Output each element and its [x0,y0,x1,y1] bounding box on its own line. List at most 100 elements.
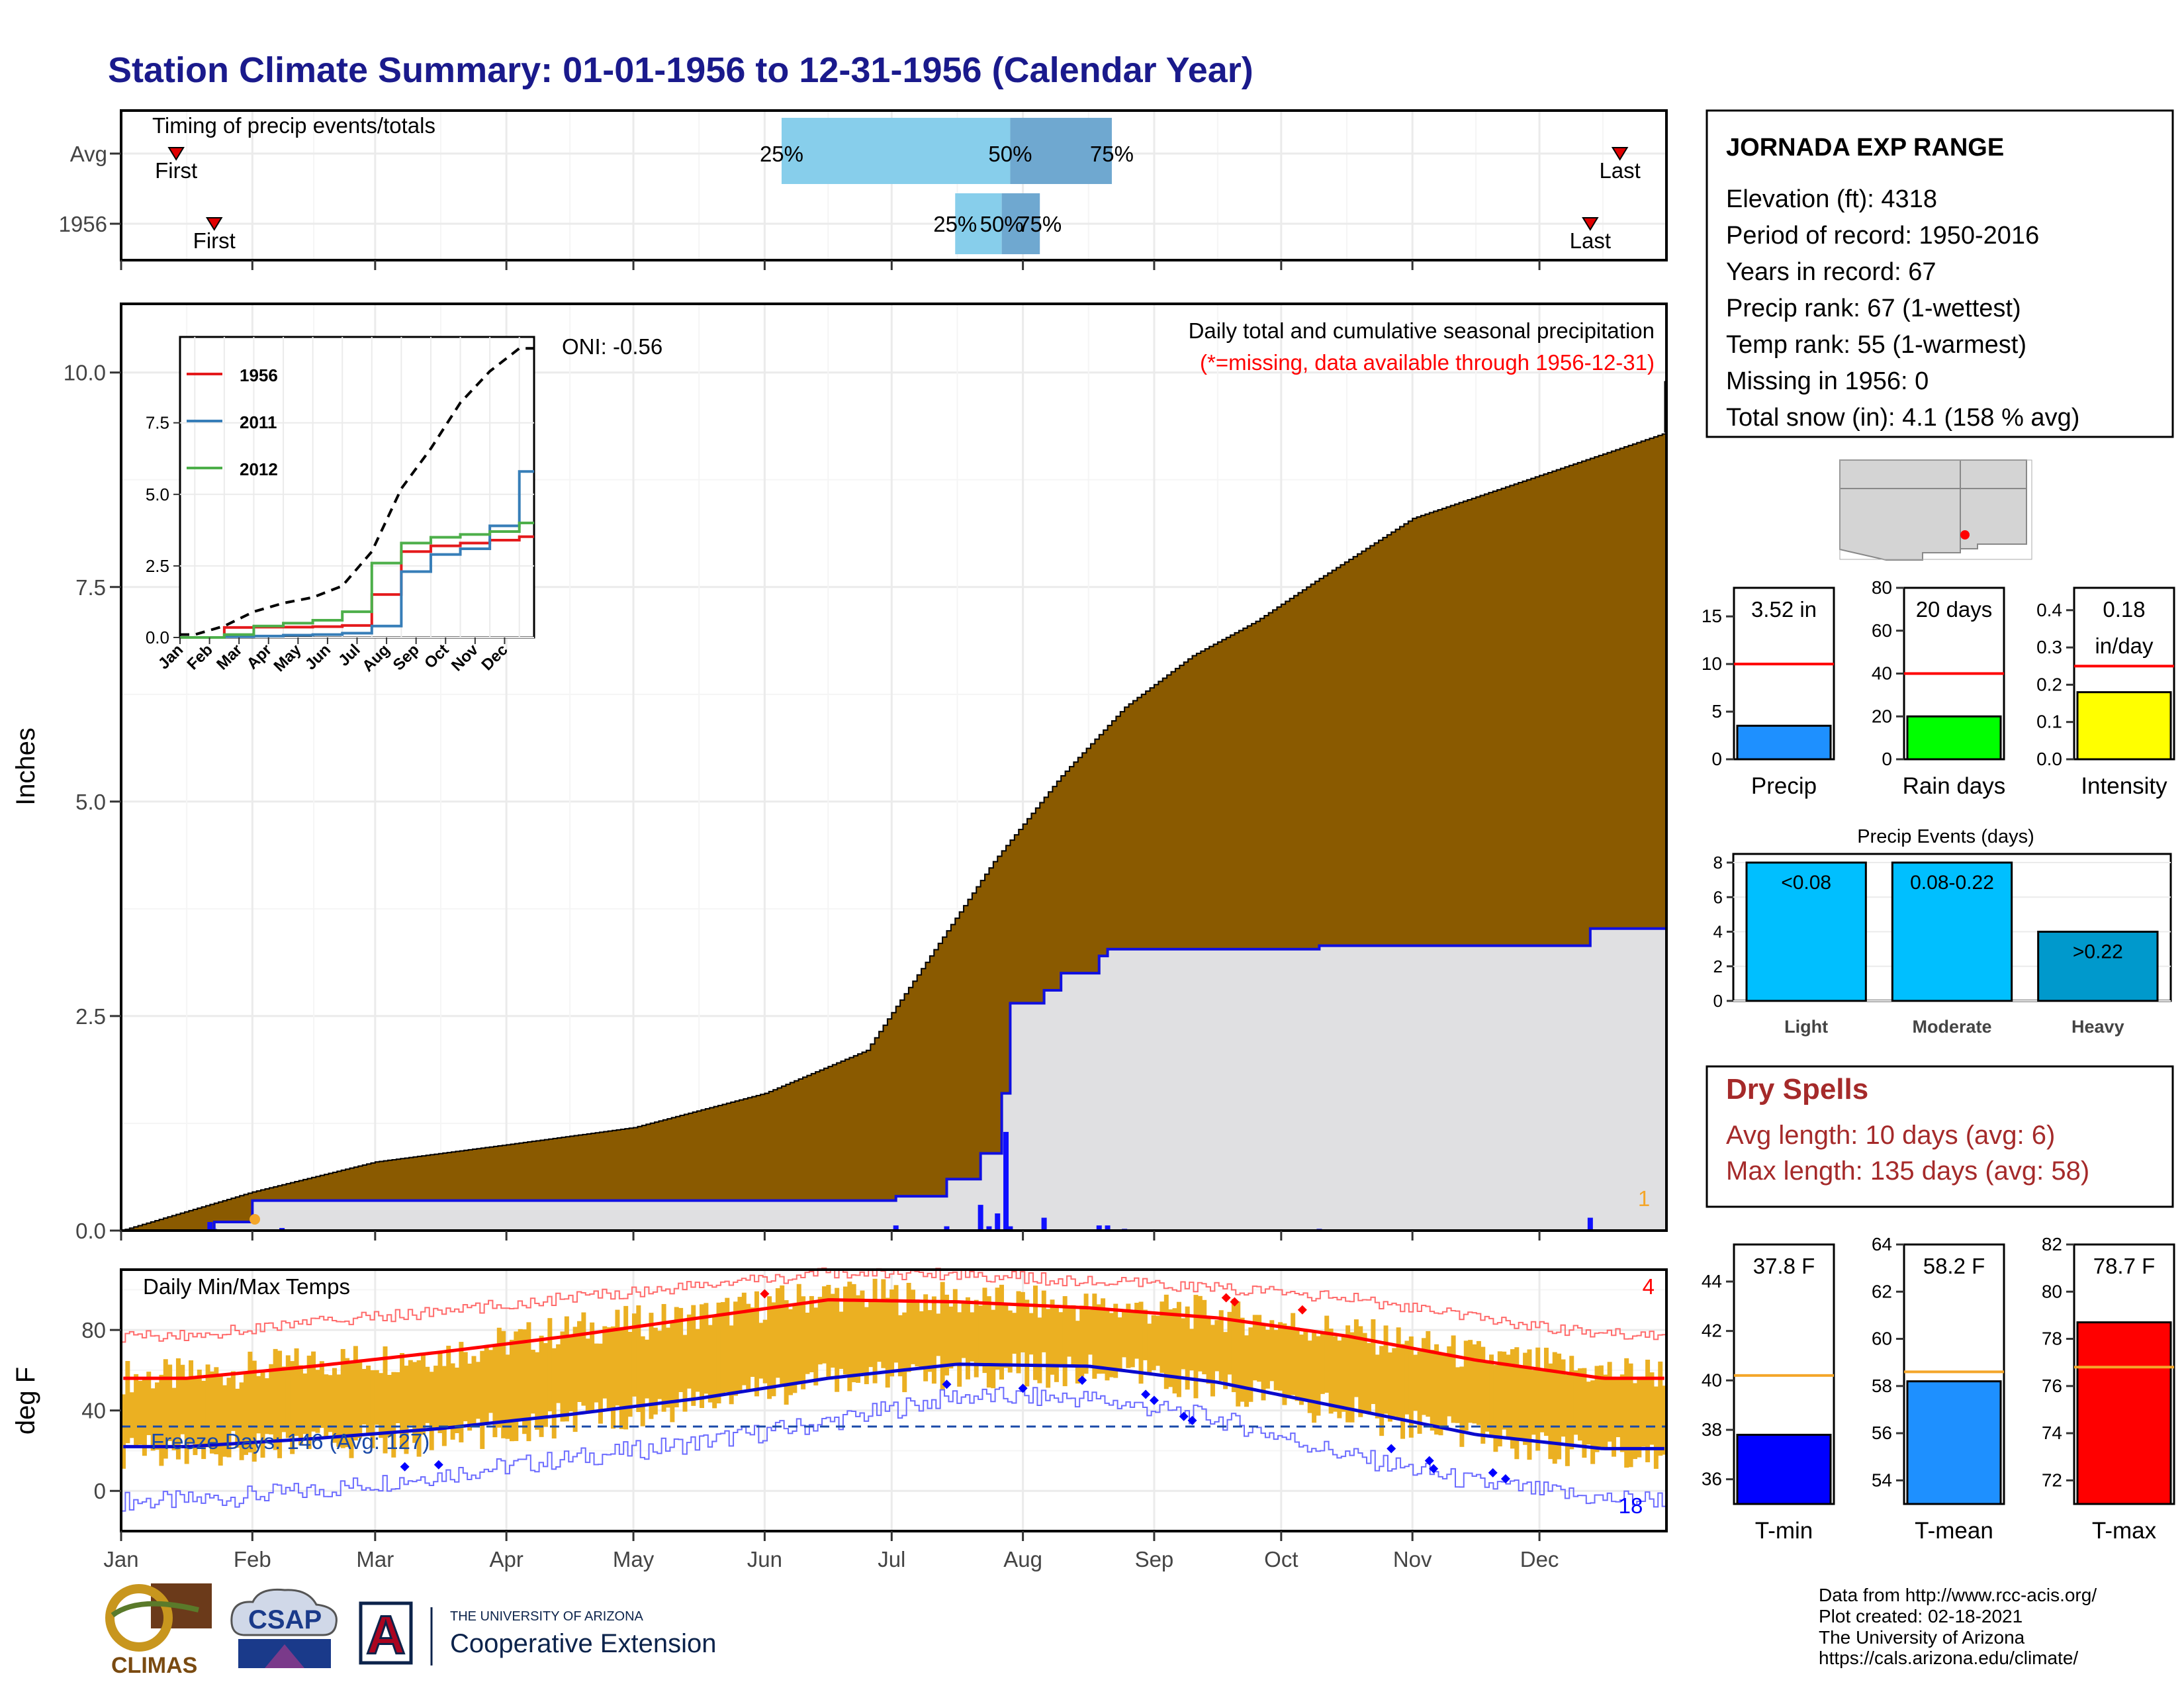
daily-temp-bar [433,1366,439,1428]
daily-temp-bar [146,1372,152,1435]
inset-y-tick-label: 2.5 [146,556,169,576]
daily-temp-bar [1497,1351,1502,1447]
daily-temp-bar [813,1307,819,1385]
daily-temp-bar [518,1329,523,1420]
daily-temp-bar [767,1296,772,1399]
events-y-tick-label: 8 [1713,853,1723,872]
record-marker [760,1289,770,1299]
daily-temp-bar [999,1284,1004,1380]
record-low-count: 18 [1619,1493,1643,1518]
inset-y-tick-label: 5.0 [146,485,169,504]
daily-temp-bar [163,1359,168,1459]
daily-temp-bar [1649,1372,1655,1445]
events-category-label: Light [1784,1017,1828,1037]
daily-temp-bar [1543,1347,1549,1436]
daily-temp-bar [441,1366,447,1446]
daily-temp-bar [594,1343,599,1403]
daily-temp-bar [897,1315,903,1377]
daily-temp-bar [1451,1335,1456,1423]
bar-y-tick-label: 80 [1872,577,1892,598]
daily-temp-bar [1658,1361,1663,1456]
daily-temp-bar [627,1331,633,1417]
tmax-chart: 72 74 76 78 80 82 78.7 F T-max [2042,1234,2175,1544]
daily-temp-bar [269,1364,274,1434]
daily-temp-bar [277,1350,283,1458]
daily-temp-bar [1341,1336,1346,1412]
bar-y-tick-label: 60 [1872,1329,1892,1349]
events-bars: 0 2 4 6 8 <0.08 Light 0.08-0.22 Moderate >0.22 Hea… [1713,853,2171,1037]
record-marker [1221,1293,1231,1303]
temp-y-tick-label: 40 [81,1399,106,1423]
summary-bar [1906,715,2002,761]
temp-x-tick-label: Apr [489,1547,523,1571]
events-bar [1745,861,1867,1002]
daily-temp-bar [193,1378,198,1456]
daily-temp-bar [1510,1349,1515,1449]
daily-precip-bar [1007,1226,1013,1231]
daily-temp-bar [336,1374,341,1447]
daily-temp-bars [121,1278,1667,1469]
daily-temp-bar [400,1352,405,1448]
daily-temp-bar [864,1307,869,1385]
daily-temp-bar [1552,1352,1557,1464]
daily-temp-bar [881,1279,886,1368]
daily-temp-bar [665,1327,670,1408]
daily-temp-bar [1046,1309,1051,1388]
daily-temp-bar [792,1305,797,1393]
station-name: JORNADA EXP RANGE [1726,134,2004,162]
y1956-quartile-50-75-bar [1001,193,1040,254]
daily-temp-bar [952,1289,958,1366]
events-bar-label: >0.22 [2073,941,2123,963]
temp-frame [120,1268,1668,1532]
daily-temp-bar [801,1296,806,1389]
daily-temp-bar [1185,1306,1190,1390]
daily-temp-bar [1434,1344,1439,1435]
daily-temp-bar [1142,1309,1148,1360]
daily-temp-bar [645,1339,650,1399]
daily-temp-bar [475,1362,480,1419]
daily-temp-bar [302,1373,308,1434]
daily-temp-bar [885,1297,890,1388]
record-marker [1018,1383,1028,1393]
daily-temp-bar [1615,1377,1621,1438]
daily-temp-bar [615,1309,620,1406]
daily-temp-bar [1126,1303,1131,1368]
daily-temp-bar [332,1368,337,1443]
daily-temp-bar [480,1350,485,1449]
daily-temp-bar [1151,1315,1156,1370]
daily-temp-bar [619,1328,624,1429]
daily-temp-bar [1282,1323,1287,1405]
daily-temp-bar [1535,1347,1541,1451]
daily-temp-bar [1312,1333,1317,1423]
csap-logo: CSAP [230,1588,338,1668]
bar-value-label: 0.18 [2103,597,2145,622]
average-max-line [123,1298,1664,1380]
daily-temp-bar [1468,1340,1473,1423]
daily-temp-bar [387,1374,392,1437]
daily-temp-bar [670,1321,675,1423]
daily-temp-bar [982,1288,987,1374]
footer-line-url: https://cals.arizona.edu/climate/ [1819,1648,2078,1668]
avg-q75-label: 75% [1090,142,1134,166]
record-marker [1141,1389,1151,1399]
daily-temp-bar [1109,1313,1114,1378]
daily-temp-bar [547,1318,553,1412]
daily-temp-bar [957,1312,962,1387]
daily-temp-bar [602,1326,608,1399]
daily-temp-bar [986,1296,991,1388]
daily-temp-bar [1484,1363,1490,1432]
missing-count: 1 [1638,1186,1650,1211]
bar-y-tick-label: 5 [1711,701,1722,722]
footer-line-university: The University of Arizona [1819,1627,2025,1648]
daily-temp-bar [294,1348,299,1436]
temp-y-tick-label: 80 [81,1318,106,1342]
daily-temp-bar [1054,1305,1059,1382]
daily-temp-bar [1202,1299,1207,1375]
daily-temp-bar [1598,1365,1604,1450]
daily-temp-bar [501,1331,506,1438]
daily-temp-bar [805,1313,810,1374]
daily-precip-bar [207,1222,213,1231]
record-marker [400,1462,410,1472]
daily-precip-bar [1003,1131,1009,1231]
daily-temp-bar [1134,1303,1140,1359]
